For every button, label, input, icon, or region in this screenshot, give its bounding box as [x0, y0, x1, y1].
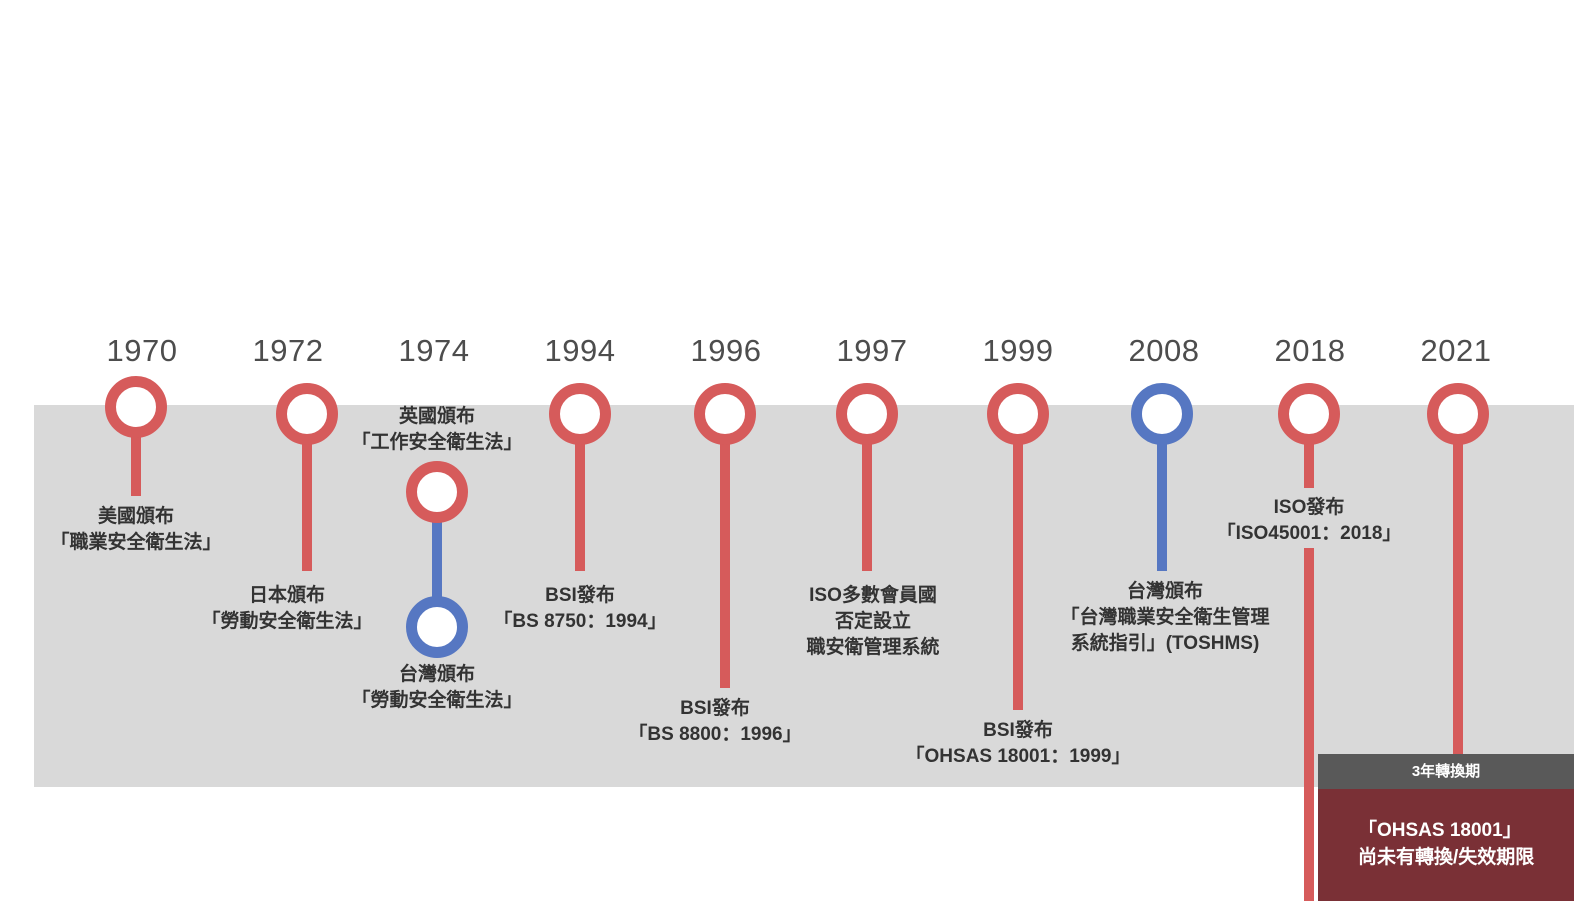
stem-2008	[1157, 438, 1167, 571]
event-2008: 台灣頒布 「台灣職業安全衛生管理 系統指引」(TOSHMS)	[1040, 579, 1290, 657]
year-2008: 2008	[1128, 333, 1200, 368]
event-1999: BSI發布 「OHSAS 18001：1999」	[893, 718, 1143, 770]
event-1999-desc: 「OHSAS 18001：1999」	[905, 746, 1131, 767]
node-1994	[549, 383, 611, 445]
event-1996-title: BSI發布	[680, 698, 750, 719]
node-1999	[987, 383, 1049, 445]
event-1970-title: 美國頒布	[97, 506, 174, 527]
year-1999: 1999	[982, 333, 1054, 368]
event-1996: BSI發布 「BS 8800：1996」	[615, 696, 815, 748]
stem-2018-lower	[1304, 548, 1314, 901]
event-1999-title: BSI發布	[983, 720, 1053, 741]
stem-1970	[131, 430, 141, 496]
event-1974-uk-title: 英國頒布	[398, 406, 475, 427]
event-1997: ISO多數會員國 否定設立 職安衛管理系統	[773, 583, 973, 661]
transition-line2: 尚未有轉換/失效期限	[1358, 847, 1535, 868]
event-1974-tw: 台灣頒布 「勞動安全衛生法」	[337, 662, 537, 714]
event-2008-title: 台灣頒布	[1126, 581, 1203, 602]
event-2018-desc: 「ISO45001：2018」	[1216, 523, 1402, 544]
stem-1972	[302, 438, 312, 571]
event-2018-title: ISO發布	[1273, 497, 1345, 518]
node-1970	[105, 376, 167, 438]
event-1972: 日本頒布 「勞動安全衛生法」	[187, 583, 387, 635]
event-1996-desc: 「BS 8800：1996」	[628, 724, 802, 745]
node-2008	[1131, 383, 1193, 445]
node-1997	[836, 383, 898, 445]
year-1974: 1974	[398, 333, 470, 368]
year-1997: 1997	[836, 333, 908, 368]
node-1972	[276, 383, 338, 445]
event-1974-uk: 英國頒布 「工作安全衛生法」	[337, 404, 537, 456]
stem-1997	[862, 438, 872, 571]
event-1997-line3: 職安衛管理系統	[806, 637, 940, 658]
stem-1994	[575, 438, 585, 571]
event-1997-line1: ISO多數會員國	[809, 585, 937, 606]
stem-1996	[720, 438, 730, 688]
year-1972: 1972	[252, 333, 324, 368]
stem-2018-overlay	[1304, 754, 1314, 901]
event-1994-title: BSI發布	[545, 585, 615, 606]
year-1970: 1970	[106, 333, 178, 368]
event-1994-desc: 「BS 8750：1994」	[493, 611, 667, 632]
event-1974-tw-desc: 「勞動安全衛生法」	[351, 690, 523, 711]
event-1972-title: 日本頒布	[248, 585, 325, 606]
event-1997-line2: 否定設立	[834, 611, 911, 632]
node-1974-uk	[406, 461, 468, 523]
event-1974-tw-title: 台灣頒布	[398, 664, 475, 685]
node-2021	[1427, 383, 1489, 445]
stem-2021	[1453, 438, 1463, 754]
transition-period-header: 3年轉換期	[1318, 754, 1574, 789]
stem-1999	[1013, 438, 1023, 710]
event-1970: 美國頒布 「職業安全衛生法」	[36, 504, 236, 556]
event-1994: BSI發布 「BS 8750：1994」	[480, 583, 680, 635]
year-2021: 2021	[1420, 333, 1492, 368]
transition-line1: 「OHSAS 18001」	[1358, 820, 1522, 841]
stem-1974-connector	[432, 515, 442, 605]
year-1996: 1996	[690, 333, 762, 368]
event-1974-uk-desc: 「工作安全衛生法」	[351, 432, 523, 453]
node-1996	[694, 383, 756, 445]
event-1972-desc: 「勞動安全衛生法」	[201, 611, 373, 632]
event-1970-desc: 「職業安全衛生法」	[50, 532, 222, 553]
year-1994: 1994	[544, 333, 616, 368]
transition-period-box: 「OHSAS 18001」 尚未有轉換/失效期限	[1318, 789, 1574, 901]
node-2018	[1278, 383, 1340, 445]
event-2008-line2: 「台灣職業安全衛生管理	[1060, 607, 1270, 628]
timeline-band	[34, 405, 1574, 787]
node-1974-tw	[406, 596, 468, 658]
event-2018: ISO發布 「ISO45001：2018」	[1194, 495, 1424, 547]
year-2018: 2018	[1274, 333, 1346, 368]
event-2008-line3: 系統指引」(TOSHMS)	[1070, 633, 1260, 654]
stem-2018-upper	[1304, 438, 1314, 488]
